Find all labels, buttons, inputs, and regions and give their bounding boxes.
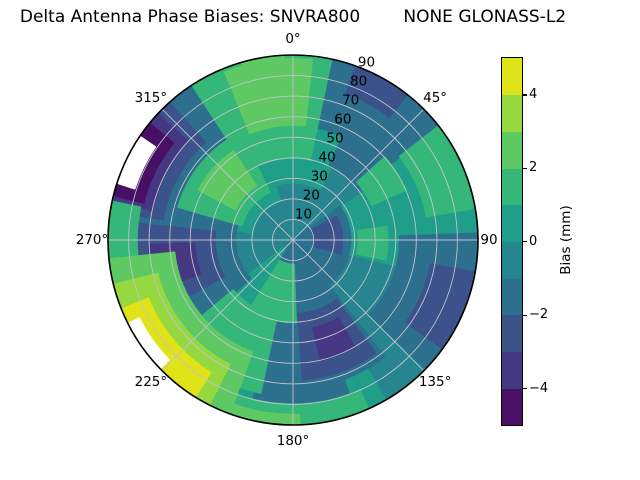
radial-tick-label: 10 bbox=[295, 207, 312, 223]
radial-tick-label: 60 bbox=[334, 112, 351, 128]
radial-tick-label: 50 bbox=[326, 131, 343, 147]
colorbar-tick-label: 2 bbox=[529, 160, 538, 176]
colorbar-tick bbox=[522, 314, 528, 316]
radial-tick-label: 30 bbox=[311, 169, 328, 185]
theta-tick-label: 45° bbox=[423, 90, 447, 106]
colorbar-segment bbox=[502, 204, 522, 242]
colorbar-segment bbox=[502, 388, 522, 426]
radial-tick-label: 90 bbox=[358, 55, 375, 71]
polar-grid-spoke bbox=[161, 108, 425, 372]
page-title: Delta Antenna Phase Biases: SNVRA800 NON… bbox=[19, 7, 567, 27]
radial-tick-label: 80 bbox=[350, 74, 367, 90]
radial-tick-label: 40 bbox=[319, 150, 336, 166]
contour-region bbox=[356, 225, 389, 261]
theta-tick-label: 0° bbox=[285, 31, 300, 47]
colorbar-tick bbox=[522, 94, 528, 96]
colorbar-tick-label: 0 bbox=[529, 233, 538, 249]
colorbar-segment bbox=[502, 58, 522, 96]
colorbar-segment bbox=[502, 131, 522, 169]
colorbar bbox=[501, 57, 523, 426]
colorbar-tick-label: −2 bbox=[529, 307, 549, 323]
colorbar-tick-label: −4 bbox=[529, 380, 549, 396]
theta-tick-label: 225° bbox=[135, 374, 168, 390]
colorbar-label: Bias (mm) bbox=[558, 205, 574, 275]
theta-tick-label: 135° bbox=[419, 374, 452, 390]
colorbar-tick-label: 4 bbox=[529, 87, 538, 103]
colorbar-tick bbox=[522, 387, 528, 390]
colorbar-tick bbox=[522, 167, 528, 170]
theta-tick-label: 270° bbox=[76, 232, 109, 248]
theta-tick-label: 315° bbox=[135, 90, 168, 106]
polar-outline bbox=[107, 54, 479, 426]
colorbar-tick bbox=[522, 241, 528, 243]
polar-grid bbox=[108, 55, 478, 425]
theta-tick-label: 90 bbox=[480, 232, 497, 248]
radial-tick-label: 70 bbox=[342, 93, 359, 109]
colorbar-segment bbox=[502, 351, 522, 389]
colorbar-segment bbox=[502, 168, 522, 206]
contour-region bbox=[197, 150, 258, 211]
colorbar-segment bbox=[502, 94, 522, 132]
radial-tick-label: 20 bbox=[303, 188, 320, 204]
theta-tick-label: 180° bbox=[277, 433, 310, 449]
colorbar-segment bbox=[502, 241, 522, 279]
colorbar-segment bbox=[502, 278, 522, 316]
colorbar-segment bbox=[502, 314, 522, 353]
